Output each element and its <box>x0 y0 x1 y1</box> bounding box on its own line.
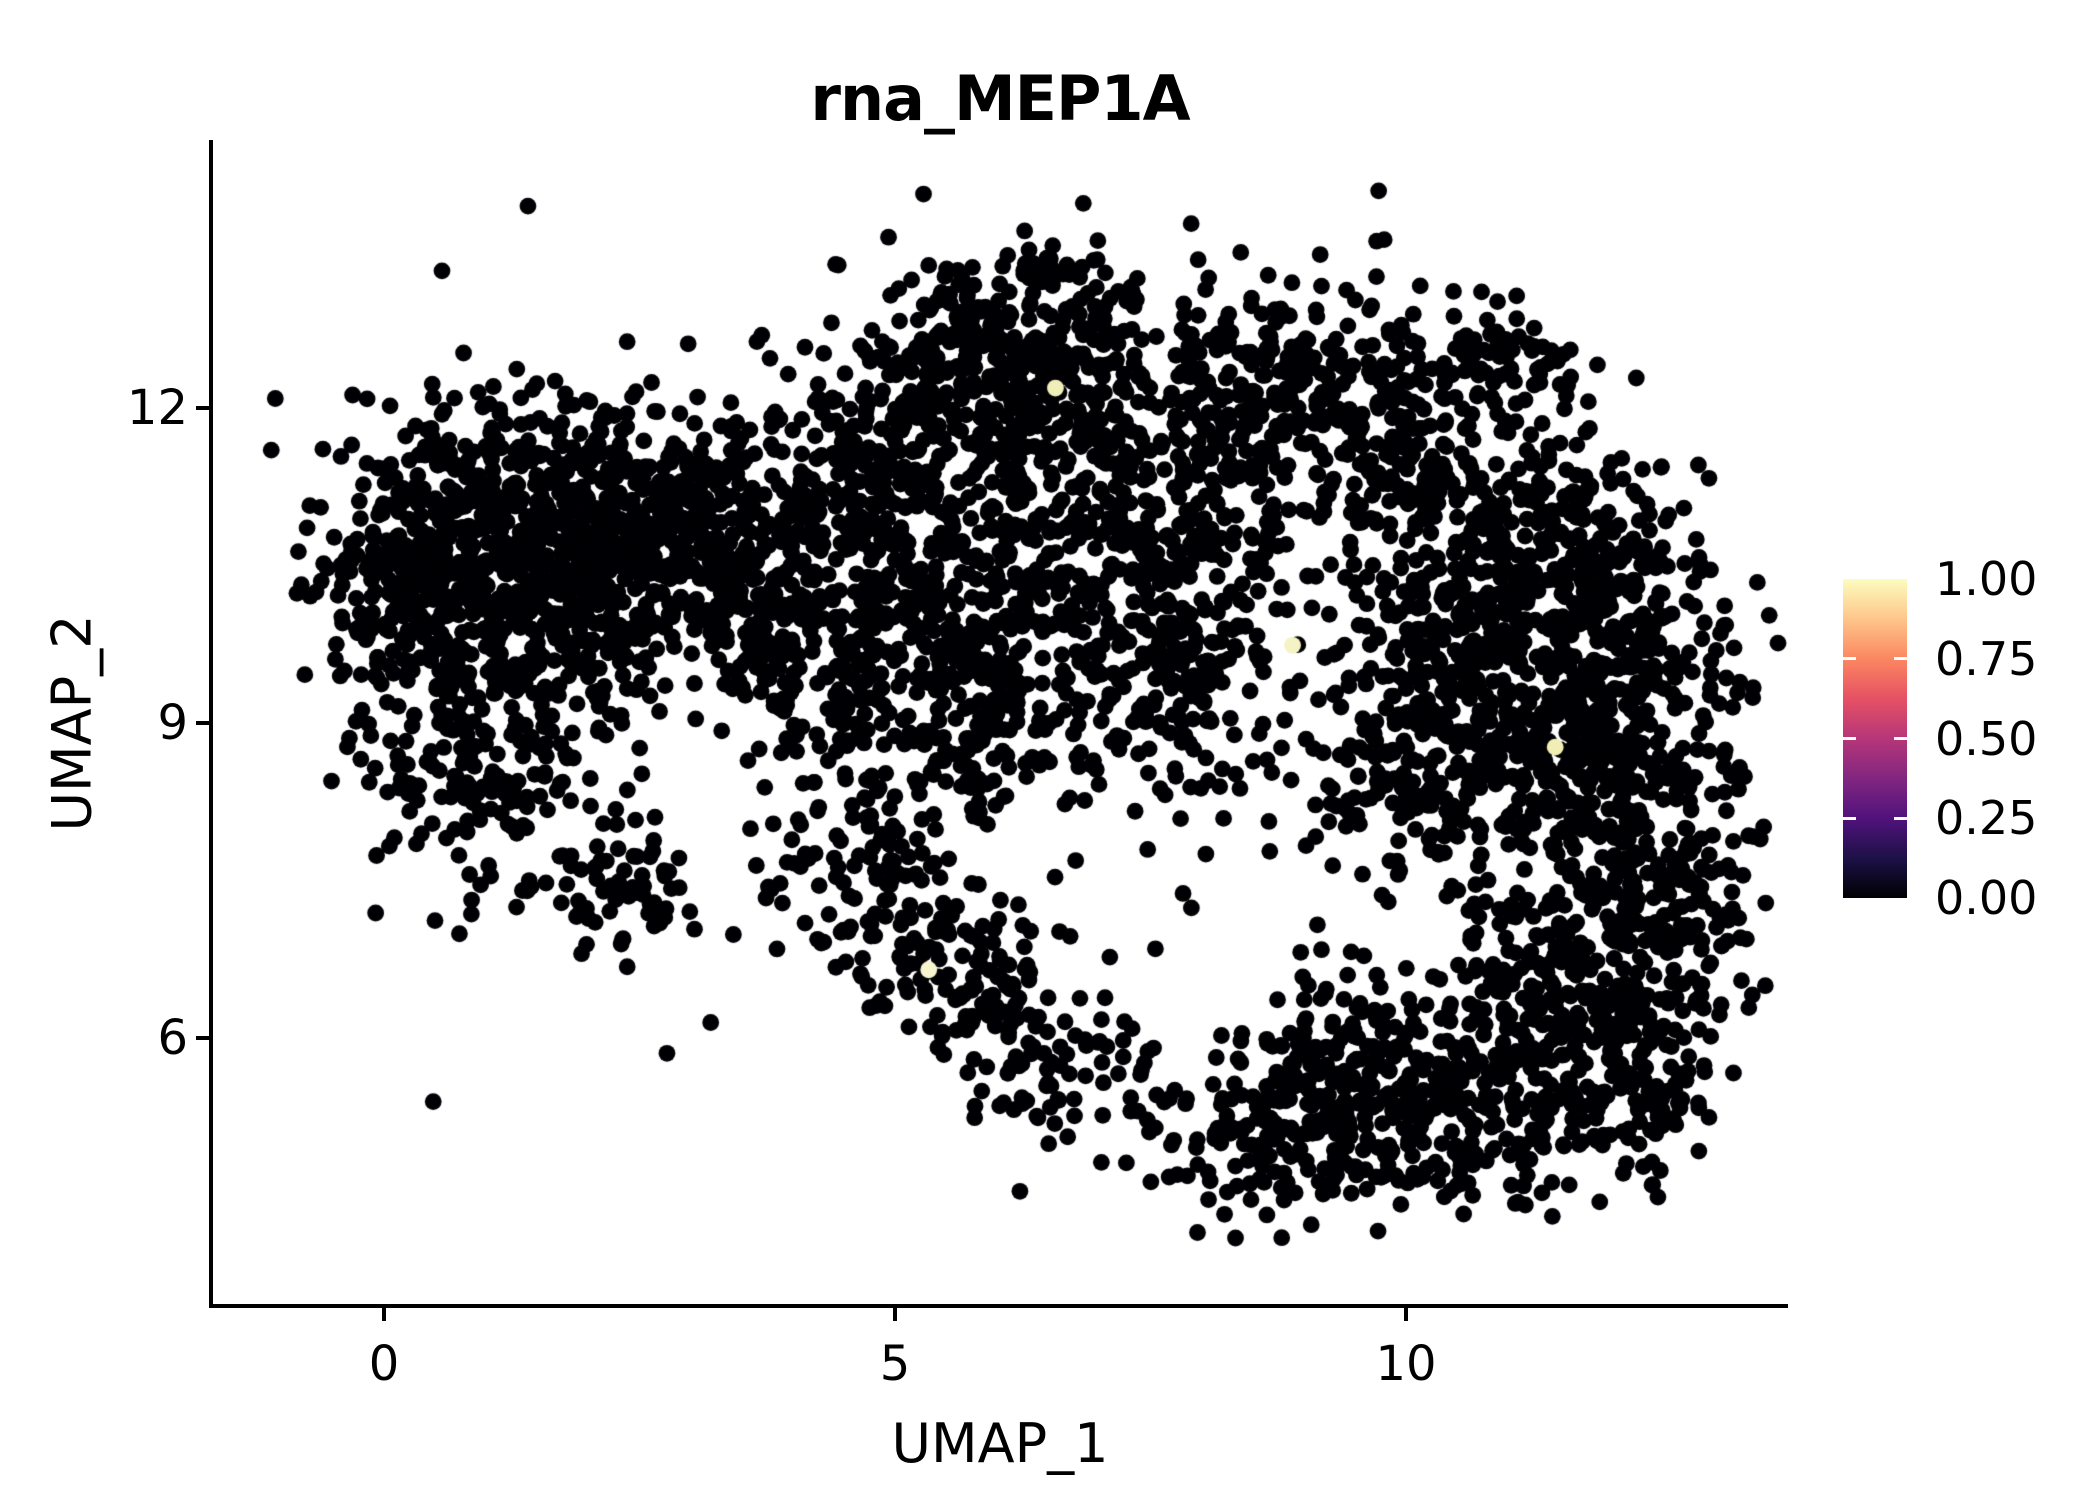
colorbar-tick <box>1843 657 1856 661</box>
x-axis-tick-label: 10 <box>1375 1336 1437 1392</box>
y-axis-tick <box>196 721 209 725</box>
plot-title: rna_MEP1A <box>810 62 1190 135</box>
colorbar-tick <box>1843 737 1856 740</box>
y-axis-tick-label: 12 <box>126 380 188 436</box>
colorbar-tick <box>1894 816 1907 820</box>
y-axis-tick <box>196 406 209 410</box>
y-axis-line <box>209 140 213 1308</box>
x-axis-tick <box>893 1308 897 1321</box>
x-axis-tick <box>1404 1308 1408 1321</box>
colorbar-tick <box>1894 737 1907 740</box>
colorbar-tick-label: 0.50 <box>1935 711 2038 766</box>
colorbar-tick <box>1894 657 1907 661</box>
x-axis-tick <box>382 1308 386 1321</box>
y-axis-tick-label: 9 <box>157 695 188 751</box>
x-axis-title: UMAP_1 <box>891 1412 1109 1475</box>
colorbar-tick-label: 0.75 <box>1935 631 2038 686</box>
colorbar-tick-label: 1.00 <box>1935 552 2038 606</box>
colorbar-tick-label: 0.00 <box>1935 871 2038 925</box>
colorbar-tick-label: 0.25 <box>1935 791 2038 846</box>
y-axis-title: UMAP_2 <box>40 614 104 832</box>
x-axis-tick-label: 5 <box>879 1336 911 1392</box>
x-axis-line <box>209 1304 1788 1308</box>
umap-scatter-canvas <box>211 138 1788 1304</box>
colorbar-tick <box>1843 816 1856 820</box>
x-axis-tick-label: 0 <box>368 1336 400 1392</box>
y-axis-tick-label: 6 <box>157 1010 188 1066</box>
y-axis-tick <box>196 1036 209 1040</box>
